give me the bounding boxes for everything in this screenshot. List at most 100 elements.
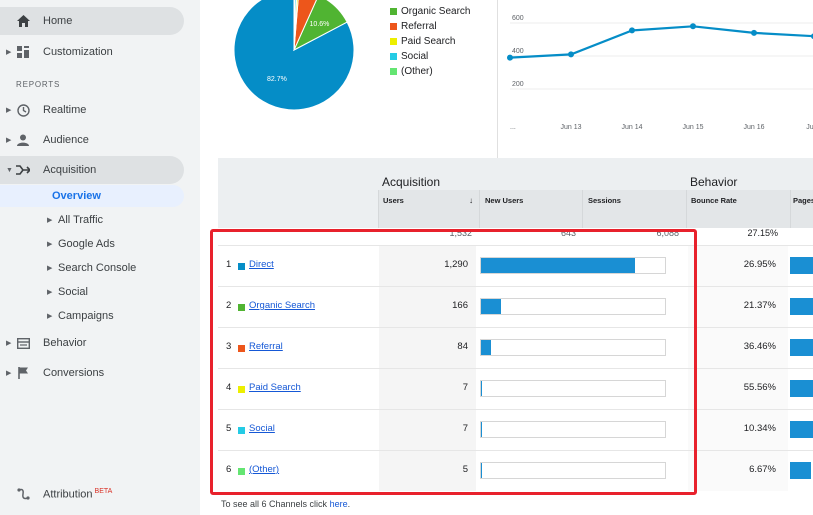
x-tick-label: Ju [806,124,813,131]
legend-label: (Other) [401,66,433,77]
legend-swatch [390,23,397,30]
users-share-fill [481,258,636,273]
dashboard-icon [15,44,31,60]
channel-link[interactable]: Referral [249,341,283,352]
line-point[interactable] [629,27,635,34]
total-new-users: 643 [560,228,576,238]
pages-header-cell[interactable] [790,190,813,228]
expand-triangle-icon: ▶ [47,289,53,296]
behavior-group-header: Behavior [690,175,738,189]
bounce-rate-value: 6.67% [749,464,776,475]
expand-caret-icon: ▶ [6,137,12,144]
y-tick-label: 200 [512,81,524,88]
users-cell-bg [379,369,476,409]
legend-item[interactable]: Referral [390,21,437,32]
line-chart-svg: 600 400 200... Jun 13 Jun 14 Jun 15 Jun 16 Ju [507,15,813,131]
line-point[interactable] [507,54,513,61]
table-header: Acquisition Behavior Users ↓ New Users S… [218,158,813,228]
users-cell-bg [379,328,476,368]
x-tick-label: Jun 16 [743,124,764,131]
bounce-rate-value: 10.34% [743,423,776,434]
new-users-header-cell[interactable] [479,190,582,228]
bounce-header-cell[interactable] [686,190,790,228]
x-tick-label: Jun 15 [682,124,703,131]
sidebar: Home ▶ Customization REPORTS ▶ Realtime … [0,0,200,515]
row-rank: 4 [226,382,232,393]
y-tick-label: 600 [512,15,524,22]
expand-triangle-icon: ▶ [47,313,53,320]
behavior-icon [15,335,31,351]
users-share-fill [481,422,482,437]
sub-overview[interactable]: Overview [0,185,184,207]
users-header-cell[interactable] [378,190,479,228]
pie-slice-other[interactable] [293,0,296,51]
expand-caret-icon: ▶ [6,49,12,56]
sub-google-ads[interactable]: ▶ Google Ads [0,233,184,255]
legend-label: Social [401,51,429,62]
channel-link[interactable]: Social [249,423,275,434]
pie-slice-label: 10.6% [310,21,330,28]
pages-bar [790,380,813,397]
x-tick-label: Jun 14 [621,124,642,131]
x-tick-label: ... [510,124,516,131]
bounce-cell-bg [688,287,788,327]
channel-color-swatch [238,386,245,393]
sub-social[interactable]: ▶ Social [0,281,184,303]
expand-triangle-icon: ▶ [47,241,53,248]
table-row: 2 Organic Search 166 21.37% [218,286,813,327]
sessions-header-cell[interactable] [582,190,686,228]
users-value: 84 [457,341,468,352]
line-point[interactable] [568,51,574,58]
sessions-column-header: Sessions [588,196,621,205]
new-users-column-header: New Users [485,196,524,205]
sub-search-console-label: Search Console [58,262,137,274]
nav-acquisition[interactable]: ▼ Acquisition [0,156,184,184]
see-all-channels-link[interactable]: here [329,499,348,509]
flag-icon [15,365,31,381]
person-icon [15,132,31,148]
users-cell-bg [379,410,476,450]
sub-all-traffic-label: All Traffic [58,214,104,226]
sub-campaigns-label: Campaigns [58,310,114,322]
total-users: 1,532 [449,228,472,238]
pie-slice-direct[interactable] [233,0,355,111]
nav-audience-label: Audience [43,134,89,146]
nav-customization-label: Customization [43,46,113,58]
total-sessions: 6,088 [656,228,679,238]
pages-column-header: Pages [793,196,813,205]
legend-item[interactable]: Paid Search [390,36,455,47]
nav-behavior-label: Behavior [43,337,87,349]
users-cell-bg [379,451,476,491]
pie-slice-organic-search[interactable] [292,0,348,52]
users-share-bar [480,298,666,315]
bounce-cell-bg [688,410,788,450]
users-share-fill [481,299,501,314]
users-cell-bg [379,287,476,327]
legend-item[interactable]: (Other) [390,66,433,77]
legend-item[interactable]: Organic Search [390,6,470,17]
channel-link[interactable]: Organic Search [249,300,316,311]
pie-slice-referral[interactable] [293,0,319,51]
table-row: 4 Paid Search 7 55.56% [218,368,813,409]
users-share-fill [481,381,482,396]
y-tick-label: 400 [512,48,524,55]
row-rank: 1 [226,259,232,270]
sub-all-traffic[interactable]: ▶ All Traffic [0,209,184,231]
nav-home[interactable]: Home [0,7,184,35]
legend-swatch [390,38,397,45]
channel-link[interactable]: (Other) [249,464,280,475]
channel-color-swatch [238,345,245,352]
sub-campaigns[interactable]: ▶ Campaigns [0,305,184,327]
highlight-box [210,229,697,495]
channel-color-swatch [238,427,245,434]
channel-link[interactable]: Direct [249,259,274,270]
sort-desc-icon[interactable]: ↓ [469,196,473,205]
sub-search-console[interactable]: ▶ Search Console [0,257,184,279]
pages-bar [790,421,813,438]
x-tick-label: Jun 13 [560,124,581,131]
line-point[interactable] [751,29,757,36]
line-point[interactable] [690,23,696,30]
nav-home-label: Home [43,15,73,27]
legend-item[interactable]: Social [390,51,428,62]
channel-link[interactable]: Paid Search [249,382,301,393]
